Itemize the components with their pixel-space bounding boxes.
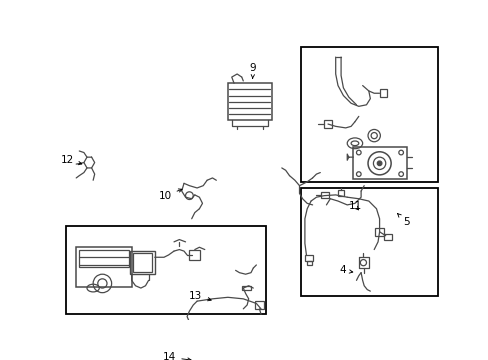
Bar bbox=[227, 83, 271, 120]
Bar bbox=[301, 188, 437, 296]
Bar bbox=[254, 301, 264, 309]
Bar bbox=[241, 286, 250, 291]
Bar bbox=[133, 253, 151, 272]
Circle shape bbox=[377, 161, 381, 166]
Bar bbox=[305, 255, 312, 261]
Text: 9: 9 bbox=[249, 63, 256, 78]
Bar bbox=[321, 192, 328, 198]
Bar bbox=[384, 234, 391, 240]
Text: 11: 11 bbox=[348, 202, 361, 211]
Text: 12: 12 bbox=[61, 155, 81, 165]
Text: 4: 4 bbox=[338, 265, 352, 275]
Bar bbox=[374, 228, 384, 236]
Bar bbox=[306, 261, 311, 265]
Bar bbox=[66, 226, 266, 314]
Text: 13: 13 bbox=[189, 291, 211, 301]
Bar bbox=[79, 249, 128, 266]
Bar bbox=[189, 249, 200, 260]
Bar bbox=[203, 354, 211, 360]
Bar bbox=[353, 147, 407, 180]
Bar bbox=[301, 47, 437, 182]
Bar bbox=[130, 251, 154, 274]
Bar bbox=[324, 120, 331, 128]
Bar bbox=[379, 89, 386, 97]
Bar bbox=[76, 247, 131, 287]
Bar bbox=[337, 190, 344, 197]
Text: 14: 14 bbox=[163, 352, 191, 360]
Text: 10: 10 bbox=[158, 189, 182, 201]
Text: 5: 5 bbox=[397, 213, 408, 227]
